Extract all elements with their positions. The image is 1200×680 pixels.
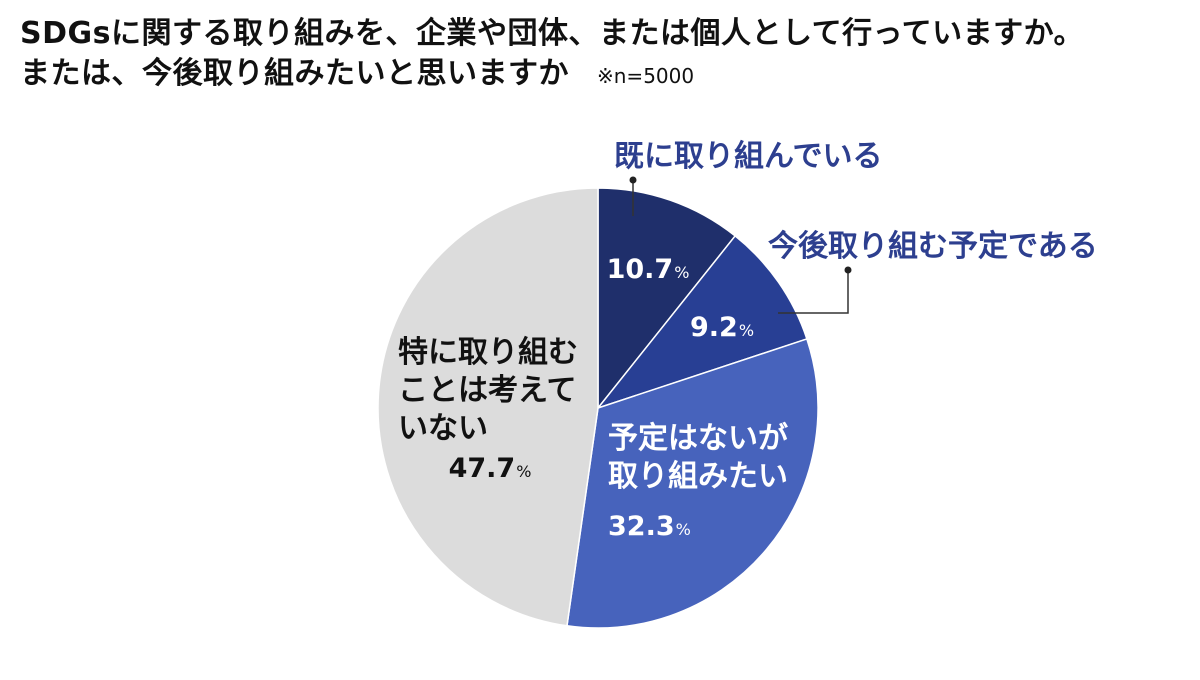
slice-2-callout-dot [844,266,852,274]
chart-title-line-2: または、今後取り組みたいと思いますか ※n=5000 [20,56,694,94]
slice-2-value-label: 9.2% [690,312,754,343]
slice-2-wedge [597,235,808,409]
slice-4-value-label: 47.7% [449,453,532,484]
slice-1-label: 既に取り組んでいる [614,139,883,174]
slice-1-value-label: 10.7% [607,254,690,285]
chart-title-line-2-text: または、今後取り組みたいと思いますか [20,56,569,91]
slice-3-wedge [566,338,819,629]
sample-size-note: ※n=5000 [597,64,695,88]
slice-2-label: 今後取り組む予定である [768,229,1098,264]
slice-1-wedge [597,187,736,409]
slice-4-wedge [377,187,599,627]
callout-lines [629,176,852,314]
slice-2-callout-line [778,270,849,314]
slice-4-label: 特に取り組むことは考えていない [398,335,578,446]
slice-1-callout-dot [629,176,637,184]
chart-title-line-1: SDGsに関する取り組みを、企業や団体、または個人として行っていますか。 [20,16,1084,51]
slice-labels: 既に取り組んでいる 10.7% 今後取り組む予定である 9.2% 予定はないが取り組みた… [398,139,1098,542]
slice-3-label: 予定はないが取り組みたい [608,421,788,494]
pie-slices [377,187,819,629]
slice-3-value-label: 32.3% [608,511,691,542]
